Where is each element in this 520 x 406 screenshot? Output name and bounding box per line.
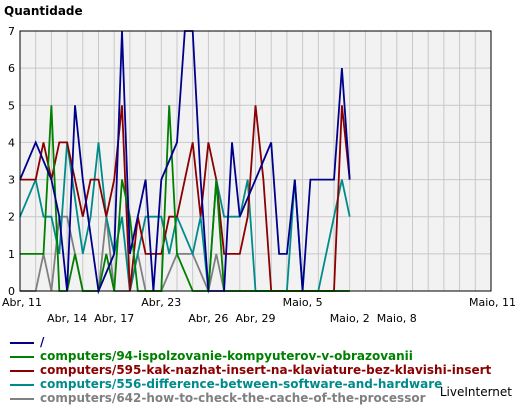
x-tick-label: Abr, 26 bbox=[188, 312, 228, 325]
y-tick-label: 6 bbox=[8, 62, 15, 75]
x-tick-label: Abr, 14 bbox=[47, 312, 87, 325]
x-tick-labels: Abr, 11 Abr, 23 Maio, 5 Maio, 11 Abr, 14 Abr,… bbox=[2, 296, 516, 325]
line-chart: Quantidade 0 1 2 3 4 5 6 7 Abr, 11 Abr, 23 Maio, … bbox=[2, 4, 516, 325]
y-axis-label: Quantidade bbox=[4, 4, 83, 18]
legend-label: / bbox=[40, 335, 45, 349]
x-tick-label: Abr, 17 bbox=[94, 312, 134, 325]
plot-frame bbox=[19, 30, 492, 292]
y-tick-label: 4 bbox=[8, 136, 15, 149]
vertical-gridlines bbox=[35, 31, 476, 291]
x-tick-label: Abr, 29 bbox=[235, 312, 275, 325]
legend-swatch bbox=[10, 370, 34, 372]
legend-label: computers/595-kak-nazhat-insert-na-klavi… bbox=[40, 363, 492, 377]
legend-swatch bbox=[10, 342, 34, 344]
x-tick-label: Abr, 11 bbox=[2, 296, 42, 309]
y-tick-labels: 0 1 2 3 4 5 6 7 bbox=[8, 25, 15, 298]
legend-swatch bbox=[10, 398, 34, 400]
y-tick-label: 1 bbox=[8, 248, 15, 261]
y-tick-label: 2 bbox=[8, 211, 15, 224]
y-tick-label: 5 bbox=[8, 99, 15, 112]
legend-swatch bbox=[10, 356, 34, 358]
x-tick-label: Maio, 11 bbox=[469, 296, 516, 309]
brand-label: LiveInternet bbox=[439, 385, 512, 399]
legend-label: computers/94-ispolzovanie-kompyuterov-v-… bbox=[40, 349, 413, 363]
x-tick-label: Maio, 5 bbox=[283, 296, 323, 309]
legend-label: computers/556-difference-between-softwar… bbox=[40, 377, 443, 391]
y-tick-label: 7 bbox=[8, 25, 15, 38]
legend-swatch bbox=[10, 384, 34, 386]
y-tick-label: 0 bbox=[8, 285, 15, 298]
y-tick-label: 3 bbox=[8, 174, 15, 187]
x-tick-label: Maio, 8 bbox=[377, 312, 417, 325]
x-tick-label: Abr, 23 bbox=[141, 296, 181, 309]
x-tick-label: Maio, 2 bbox=[330, 312, 370, 325]
legend-label: computers/642-how-to-check-the-cache-of-… bbox=[40, 391, 426, 405]
